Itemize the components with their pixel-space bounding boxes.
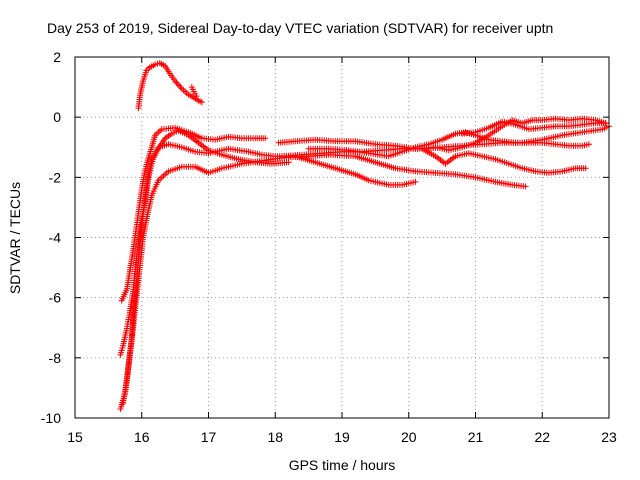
- x-tick-label: 20: [401, 429, 417, 445]
- data-point: [285, 159, 292, 166]
- y-tick-label: 0: [53, 109, 61, 125]
- data-point: [412, 178, 419, 185]
- data-point: [602, 120, 609, 127]
- data-point: [173, 79, 180, 86]
- y-tick-label: -4: [49, 230, 62, 246]
- y-tick-label: -6: [49, 290, 62, 306]
- series-arc-a: [117, 141, 419, 412]
- x-tick-label: 16: [134, 429, 150, 445]
- data-point: [522, 183, 529, 190]
- data-point: [582, 165, 589, 172]
- y-tick-label: -8: [49, 350, 62, 366]
- y-tick-label: 2: [53, 49, 61, 65]
- data-point: [262, 135, 269, 142]
- x-tick-label: 19: [334, 429, 350, 445]
- series-arc-e: [135, 60, 205, 112]
- data-point: [176, 82, 183, 89]
- x-axis-label: GPS time / hours: [289, 457, 396, 473]
- series-arc-j: [459, 118, 609, 137]
- series-arc-i: [419, 145, 589, 176]
- x-tick-label: 15: [67, 429, 83, 445]
- y-tick-label: -10: [41, 410, 61, 426]
- x-tick-label: 23: [601, 429, 617, 445]
- y-axis-label: SDTVAR / TECUs: [7, 182, 23, 294]
- series-arc-d: [117, 127, 292, 358]
- data-point: [585, 141, 592, 148]
- y-tick-label: -2: [49, 169, 62, 185]
- x-tick-label: 22: [534, 429, 550, 445]
- data-point: [198, 99, 205, 106]
- chart-title: Day 253 of 2019, Sidereal Day-to-day VTE…: [47, 20, 553, 36]
- series-arc-e2: [188, 84, 200, 100]
- x-tick-label: 21: [468, 429, 484, 445]
- series-arc-b: [120, 151, 529, 406]
- data-point: [193, 93, 200, 100]
- data-points: [117, 60, 612, 412]
- x-tick-label: 18: [267, 429, 283, 445]
- series-arc-h: [305, 129, 592, 160]
- x-tick-label: 17: [201, 429, 217, 445]
- data-point: [177, 84, 184, 91]
- data-point: [174, 81, 181, 88]
